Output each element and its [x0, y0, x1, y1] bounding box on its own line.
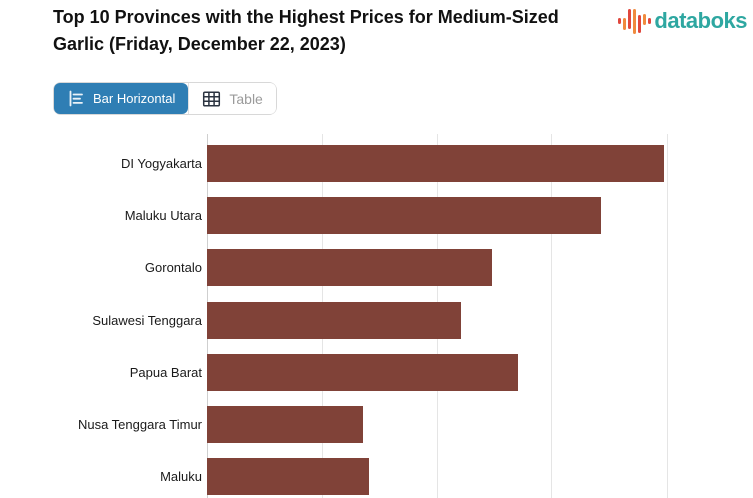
bar-track [207, 343, 753, 395]
horizontal-bar-chart-icon [67, 90, 85, 108]
bar-nusa-tenggara-timur[interactable] [207, 405, 363, 443]
bar-gorontalo[interactable] [207, 249, 492, 287]
bar-sulawesi-tenggara[interactable] [207, 301, 461, 339]
databoks-logo[interactable]: databoks [618, 8, 747, 34]
bar-row: DI Yogyakarta [0, 134, 753, 186]
databoks-pulse-bars-icon [618, 8, 652, 34]
category-label: Maluku Utara [124, 208, 202, 224]
gridline [667, 134, 668, 498]
category-label: DI Yogyakarta [121, 156, 202, 172]
horizontal-bar-chart: DI Yogyakarta Maluku Utara Gorontalo Sul… [0, 134, 753, 498]
title-line-2: Garlic (Friday, December 22, 2023) [53, 34, 346, 54]
bar-track [207, 395, 753, 447]
bar-row: Maluku [0, 447, 753, 498]
title-line-1: Top 10 Provinces with the Highest Prices… [53, 7, 559, 27]
databoks-logo-text: databoks [654, 8, 747, 33]
bar-row: Maluku Utara [0, 186, 753, 238]
bar-track [207, 238, 753, 290]
bar-horizontal-view-button[interactable]: Bar Horizontal [54, 83, 189, 114]
table-grid-icon [202, 90, 221, 108]
view-toggle-toolbar: Bar Horizontal Table [53, 82, 753, 115]
category-label: Sulawesi Tenggara [92, 312, 202, 328]
bar-track [207, 447, 753, 498]
chart-rows: DI Yogyakarta Maluku Utara Gorontalo Sul… [0, 134, 753, 498]
bar-row: Papua Barat [0, 343, 753, 395]
table-label: Table [229, 90, 263, 107]
category-label: Papua Barat [129, 364, 202, 380]
gridline [551, 134, 553, 498]
category-label: Gorontalo [144, 260, 202, 276]
bar-track [207, 134, 753, 186]
bar-papua-barat[interactable] [207, 353, 519, 391]
bar-di-yogyakarta[interactable] [207, 145, 664, 182]
bar-maluku-utara[interactable] [207, 197, 602, 235]
bar-track [207, 291, 753, 343]
bar-row: Sulawesi Tenggara [0, 291, 753, 343]
category-label: Nusa Tenggara Timur [77, 417, 202, 433]
bar-maluku[interactable] [207, 458, 369, 496]
table-view-button[interactable]: Table [188, 83, 276, 114]
bar-track [207, 186, 753, 238]
category-label: Maluku [160, 469, 202, 485]
page-title: Top 10 Provinces with the Highest Prices… [53, 4, 559, 58]
bar-row: Gorontalo [0, 238, 753, 290]
bar-row: Nusa Tenggara Timur [0, 395, 753, 447]
chart-header: Top 10 Provinces with the Highest Prices… [0, 0, 753, 58]
view-toggle-group: Bar Horizontal Table [53, 82, 277, 115]
bar-horizontal-label: Bar Horizontal [93, 91, 176, 106]
